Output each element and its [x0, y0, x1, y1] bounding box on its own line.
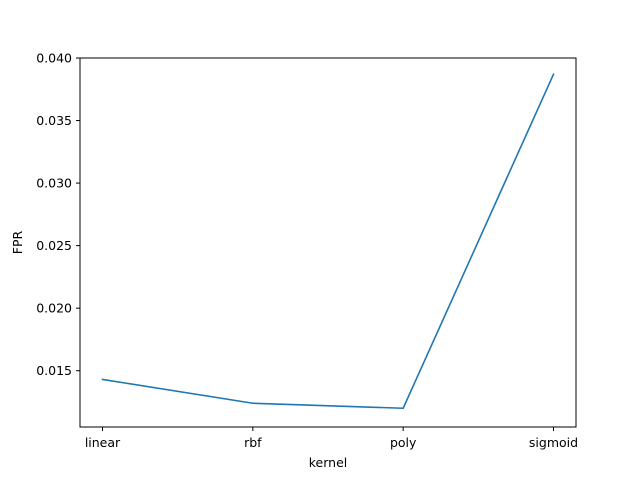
y-tick-label: 0.030 — [36, 176, 72, 191]
x-tick-label: rbf — [244, 435, 262, 450]
y-tick-label: 0.040 — [36, 51, 72, 66]
x-axis-label: kernel — [309, 455, 348, 470]
y-tick-label: 0.020 — [36, 301, 72, 316]
y-axis-ticks: 0.015 0.020 0.025 0.030 0.035 0.040 — [36, 51, 80, 378]
x-tick-label: sigmoid — [529, 435, 578, 450]
y-axis-label: FPR — [10, 230, 25, 254]
series-line — [101, 73, 555, 410]
y-tick-label: 0.025 — [36, 238, 72, 253]
x-tick-label: poly — [390, 435, 417, 450]
plot-frame — [79, 57, 577, 428]
y-tick-label: 0.015 — [36, 363, 72, 378]
x-tick-label: linear — [85, 435, 121, 450]
y-tick-label: 0.035 — [36, 113, 72, 128]
x-axis-ticks: linear rbf poly sigmoid — [85, 427, 578, 450]
